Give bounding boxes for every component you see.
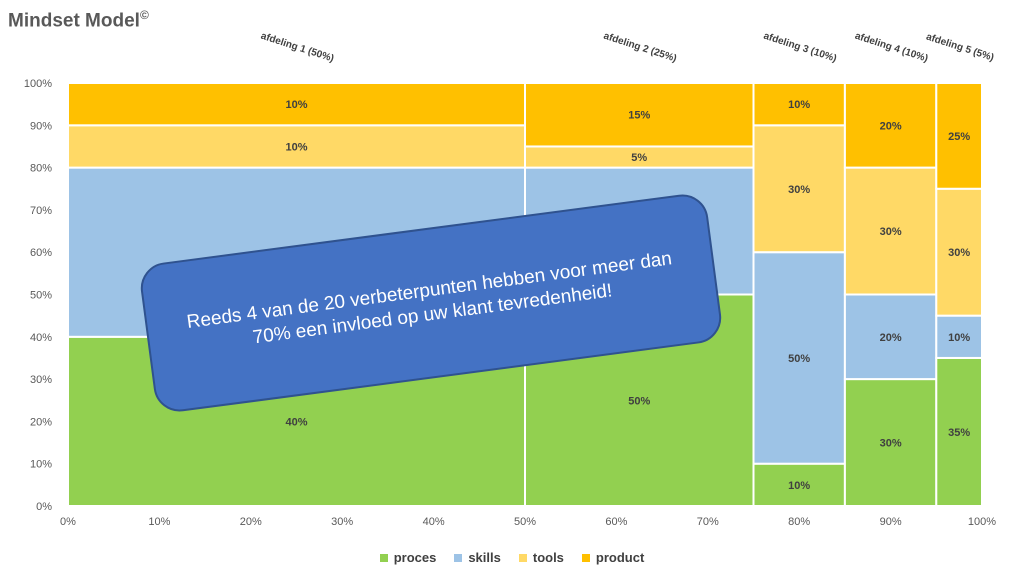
x-tick-label: 20%	[240, 516, 262, 528]
y-tick-label: 70%	[30, 205, 52, 217]
segment-product	[752, 82, 846, 127]
x-tick-label: 30%	[331, 516, 353, 528]
y-tick-label: 20%	[30, 416, 52, 428]
segment-tools	[935, 187, 983, 317]
x-tick-label: 70%	[697, 516, 719, 528]
data-label: 15%	[628, 110, 650, 122]
legend-item-proces: proces	[379, 550, 437, 565]
legend-label: skills	[468, 550, 501, 565]
legend-item-skills: skills	[454, 550, 501, 565]
data-label: 10%	[788, 99, 810, 111]
y-tick-label: 60%	[30, 247, 52, 259]
segment-tools	[67, 124, 526, 169]
y-tick-label: 80%	[30, 163, 52, 175]
x-tick-label: 40%	[423, 516, 445, 528]
legend-label: tools	[532, 550, 564, 565]
data-label: 20%	[880, 332, 902, 344]
data-label: 30%	[948, 247, 970, 259]
page-title: Mindset Model©	[8, 8, 149, 32]
segment-skills	[843, 293, 938, 381]
segment-skills	[752, 251, 846, 465]
data-label: 10%	[285, 99, 307, 111]
y-tick-label: 30%	[30, 374, 52, 386]
x-tick-label: 100%	[968, 516, 996, 528]
y-tick-label: 100%	[24, 78, 52, 90]
column-header: afdeling 5 (5%)	[925, 31, 996, 63]
legend-item-tools: tools	[518, 550, 564, 565]
data-label: 30%	[880, 226, 902, 238]
y-tick-label: 40%	[30, 332, 52, 344]
legend-label: proces	[393, 550, 437, 565]
column-header: afdeling 2 (25%)	[602, 31, 678, 65]
data-label: 35%	[948, 427, 970, 439]
x-tick-label: 10%	[148, 516, 170, 528]
legend-swatch	[518, 553, 527, 562]
segment-product	[935, 82, 983, 190]
segment-tools	[752, 124, 846, 254]
column-header: afdeling 4 (10%)	[853, 31, 929, 65]
segment-proces	[843, 378, 938, 508]
data-label: 10%	[285, 141, 307, 153]
segment-product	[843, 82, 938, 169]
x-tick-label: 50%	[514, 516, 536, 528]
segment-proces	[935, 356, 983, 508]
legend-swatch	[454, 553, 463, 562]
y-tick-label: 90%	[30, 120, 52, 132]
y-tick-label: 50%	[30, 290, 52, 302]
callout-text: Reeds 4 van de 20 verbeterpunten hebben …	[185, 248, 674, 349]
column-header: afdeling 3 (10%)	[762, 31, 838, 65]
data-label: 30%	[880, 438, 902, 450]
data-label: 25%	[948, 131, 970, 143]
x-tick-label: 0%	[60, 516, 76, 528]
data-label: 50%	[628, 395, 650, 407]
x-tick-label: 90%	[880, 516, 902, 528]
x-tick-label: 60%	[605, 516, 627, 528]
legend-label: product	[595, 550, 645, 565]
data-label: 10%	[948, 332, 970, 344]
data-label: 20%	[880, 120, 902, 132]
data-label: 50%	[788, 353, 810, 365]
data-label: 30%	[788, 184, 810, 196]
y-tick-label: 0%	[36, 501, 52, 513]
segment-skills	[935, 314, 983, 359]
data-label: 10%	[788, 480, 810, 492]
legend-swatch	[581, 553, 590, 562]
chart-legend: proces skills tools product	[0, 550, 1024, 565]
column-header: afdeling 1 (50%)	[259, 31, 335, 65]
legend-swatch	[379, 553, 388, 562]
legend-item-product: product	[581, 550, 645, 565]
y-tick-label: 10%	[30, 459, 52, 471]
data-label: 5%	[631, 152, 647, 164]
x-tick-label: 80%	[788, 516, 810, 528]
data-label: 40%	[285, 416, 307, 428]
segment-product	[524, 82, 755, 148]
